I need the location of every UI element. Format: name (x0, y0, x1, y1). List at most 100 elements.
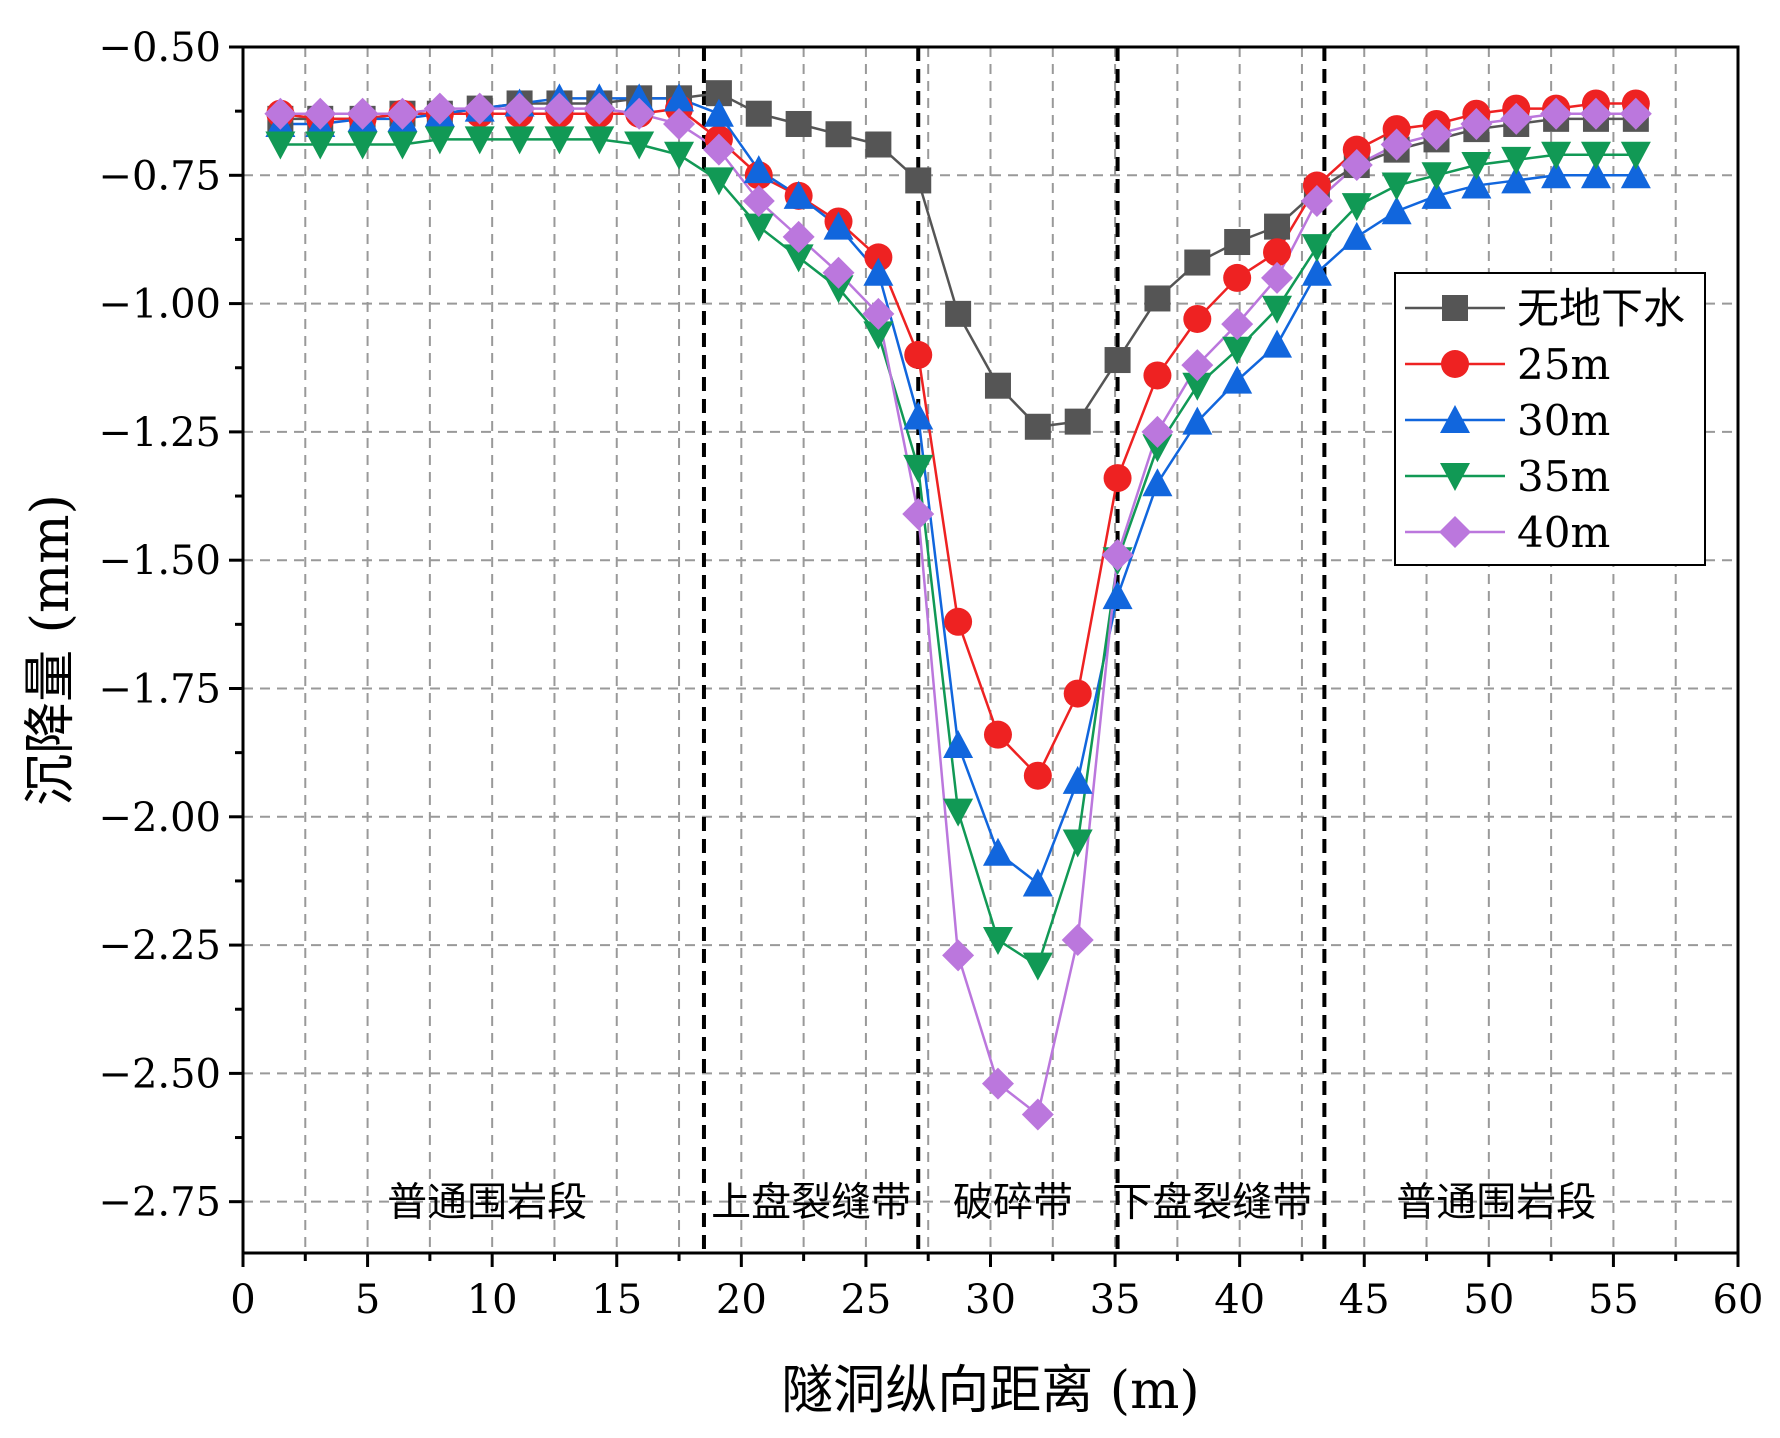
data-point (1580, 141, 1611, 170)
data-point (1064, 408, 1091, 435)
data-point (823, 275, 854, 304)
data-point (346, 97, 379, 130)
data-point (1262, 295, 1293, 324)
data-point (347, 131, 378, 160)
data-point (863, 257, 894, 286)
data-point (464, 126, 495, 155)
y-tick-label: −1.50 (98, 538, 221, 584)
data-point (703, 167, 734, 196)
data-point (984, 372, 1011, 399)
data-point (304, 97, 337, 130)
data-point (1264, 213, 1291, 240)
data-point (982, 926, 1013, 955)
y-tick-label: −0.75 (98, 153, 221, 199)
data-point (903, 454, 934, 483)
data-point (1223, 263, 1252, 292)
data-point (1061, 923, 1094, 956)
x-tick-label: 10 (467, 1277, 518, 1323)
data-point (583, 92, 616, 125)
legend-marker (1439, 516, 1471, 548)
legend-label: 30m (1517, 396, 1610, 445)
y-tick-label: −1.25 (98, 410, 221, 456)
data-point (743, 213, 774, 242)
data-point (1182, 406, 1213, 435)
legend-marker (1440, 405, 1470, 433)
y-axis-ticks: −0.50 −0.75 −1.00 −1.25 −1.50 −1.75 −2.00 −2.25… (98, 25, 243, 1226)
data-point (664, 141, 695, 170)
data-point (1062, 765, 1093, 794)
data-point (782, 220, 815, 253)
data-point (745, 100, 772, 127)
x-tick-label: 15 (591, 1277, 642, 1323)
data-point (865, 131, 892, 158)
y-tick-label: −2.25 (98, 923, 221, 969)
data-point (386, 97, 419, 130)
data-point (1023, 761, 1052, 790)
data-point (983, 720, 1012, 749)
data-point (1541, 160, 1572, 189)
data-point (1301, 257, 1332, 286)
data-point (1501, 146, 1532, 175)
data-point (862, 297, 895, 330)
legend-marker (1442, 295, 1468, 321)
data-point (544, 126, 575, 155)
legend-label: 40m (1517, 508, 1610, 557)
x-tick-label: 50 (1463, 1277, 1514, 1323)
data-point (825, 121, 852, 148)
data-point (624, 83, 655, 112)
data-point (1460, 107, 1493, 140)
zone-labels: 普通围岩段 上盘裂缝带 破碎带 下盘裂缝带 普通围岩段 (387, 1180, 1596, 1226)
x-tick-label: 45 (1339, 1277, 1390, 1323)
data-point (663, 107, 696, 140)
data-point (1461, 170, 1492, 199)
data-point (783, 180, 814, 209)
x-tick-label: 0 (230, 1277, 255, 1323)
x-axis-ticks: 0 5 10 15 20 25 30 35 40 45 50 55 60 (230, 1253, 1763, 1323)
legend-label: 35m (1517, 452, 1610, 501)
data-point (1261, 261, 1294, 294)
zone-label: 普通围岩段 (1396, 1180, 1596, 1226)
data-point (1500, 102, 1533, 135)
data-point (264, 97, 297, 130)
data-point (1222, 336, 1253, 365)
data-point (1143, 361, 1172, 390)
data-point (1620, 141, 1651, 170)
data-point (945, 300, 972, 327)
data-point (387, 131, 418, 160)
data-point (1062, 829, 1093, 858)
data-point (1341, 221, 1372, 250)
data-point (1619, 97, 1652, 130)
data-point (1222, 365, 1253, 394)
data-point (702, 133, 735, 166)
legend-marker (1441, 350, 1469, 378)
data-point (1022, 868, 1053, 897)
data-point (1381, 172, 1412, 201)
data-point (305, 131, 336, 160)
data-point (1340, 149, 1373, 182)
data-point (584, 126, 615, 155)
zone-label: 破碎带 (953, 1180, 1073, 1226)
data-point (981, 1067, 1014, 1100)
data-point (504, 126, 535, 155)
data-point (905, 167, 932, 194)
data-point (1540, 97, 1573, 130)
data-point (1262, 329, 1293, 358)
data-point (783, 244, 814, 273)
data-point (1301, 234, 1332, 263)
data-point (543, 92, 576, 125)
legend-marker (1440, 463, 1470, 491)
x-tick-label: 55 (1588, 1277, 1639, 1323)
data-point (703, 98, 734, 127)
data-point (982, 837, 1013, 866)
data-point (1142, 468, 1173, 497)
legend-label: 无地下水 (1517, 284, 1685, 333)
data-point (1381, 196, 1412, 225)
data-point (822, 256, 855, 289)
data-point (1181, 349, 1214, 382)
data-point (1421, 180, 1452, 209)
data-point (623, 97, 656, 130)
data-point (785, 110, 812, 137)
data-point (743, 155, 774, 184)
data-point (903, 401, 934, 430)
data-point (1224, 229, 1251, 256)
